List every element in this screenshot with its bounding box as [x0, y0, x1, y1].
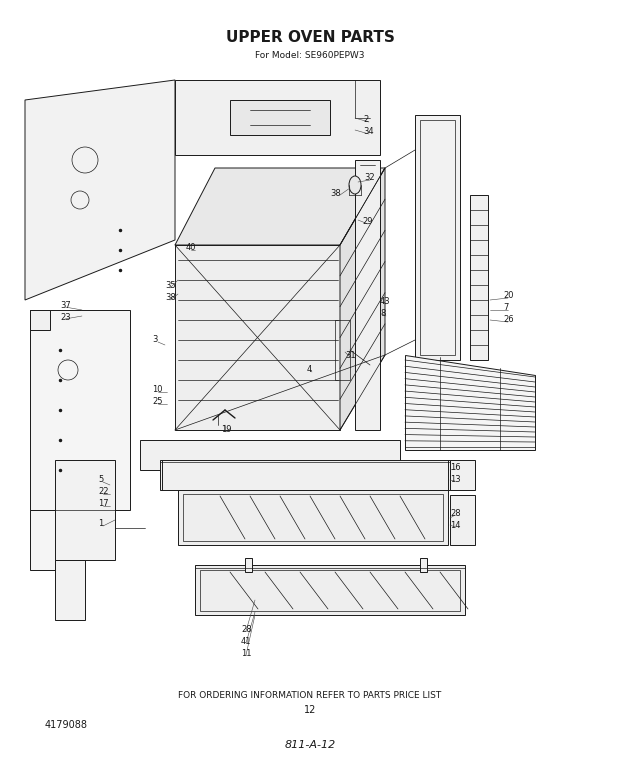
Polygon shape — [175, 168, 385, 245]
Text: 22: 22 — [98, 487, 108, 497]
Text: 29: 29 — [362, 218, 373, 227]
Text: 3: 3 — [152, 336, 157, 344]
Text: 25: 25 — [152, 398, 162, 406]
Polygon shape — [30, 510, 80, 570]
Polygon shape — [30, 310, 130, 510]
Polygon shape — [178, 490, 448, 545]
Text: FOR ORDERING INFORMATION REFER TO PARTS PRICE LIST: FOR ORDERING INFORMATION REFER TO PARTS … — [179, 691, 441, 699]
Text: UPPER OVEN PARTS: UPPER OVEN PARTS — [226, 30, 394, 46]
Text: 19: 19 — [221, 426, 231, 434]
Text: 10: 10 — [152, 385, 162, 395]
Text: 16: 16 — [450, 462, 461, 472]
Text: 14: 14 — [450, 521, 461, 529]
Polygon shape — [25, 80, 175, 300]
Text: 26: 26 — [503, 315, 513, 325]
Text: For Model: SE960PEPW3: For Model: SE960PEPW3 — [255, 51, 365, 60]
Text: 43: 43 — [380, 298, 391, 306]
Polygon shape — [450, 460, 475, 490]
Text: 38: 38 — [330, 189, 341, 197]
Text: 12: 12 — [304, 705, 316, 715]
Text: 28: 28 — [450, 508, 461, 517]
Text: 40: 40 — [186, 243, 197, 253]
Bar — [230, 100, 330, 135]
Text: 32: 32 — [364, 173, 374, 183]
Polygon shape — [450, 495, 475, 545]
Text: 23: 23 — [60, 312, 71, 322]
Text: 5: 5 — [98, 476, 104, 485]
Text: 2: 2 — [363, 116, 368, 124]
Polygon shape — [195, 565, 465, 615]
Text: 34: 34 — [363, 127, 374, 137]
Text: 41: 41 — [241, 636, 252, 646]
Text: 8: 8 — [380, 309, 386, 319]
Polygon shape — [420, 558, 427, 572]
Text: 1: 1 — [98, 520, 104, 528]
Text: 38: 38 — [165, 294, 175, 302]
Text: 31: 31 — [345, 350, 356, 360]
Text: 11: 11 — [241, 649, 252, 657]
Polygon shape — [175, 80, 380, 155]
Polygon shape — [55, 560, 85, 620]
Polygon shape — [140, 440, 400, 470]
Polygon shape — [340, 168, 385, 430]
Ellipse shape — [349, 176, 361, 194]
Polygon shape — [405, 355, 535, 450]
Polygon shape — [55, 460, 115, 560]
Text: 37: 37 — [60, 301, 71, 309]
Text: 4179088: 4179088 — [45, 720, 88, 730]
Polygon shape — [160, 460, 450, 490]
Text: 13: 13 — [450, 475, 461, 483]
Polygon shape — [355, 160, 380, 430]
Text: 7: 7 — [503, 304, 508, 312]
Polygon shape — [175, 245, 340, 430]
Text: 20: 20 — [503, 291, 513, 301]
Text: 28: 28 — [241, 625, 252, 633]
Text: 17: 17 — [98, 500, 108, 508]
Text: 35: 35 — [165, 281, 175, 291]
Polygon shape — [245, 558, 252, 572]
Text: 4: 4 — [307, 365, 312, 375]
Polygon shape — [470, 195, 488, 360]
Polygon shape — [415, 115, 460, 360]
Polygon shape — [30, 310, 50, 330]
Text: 811-A-12: 811-A-12 — [285, 740, 335, 750]
